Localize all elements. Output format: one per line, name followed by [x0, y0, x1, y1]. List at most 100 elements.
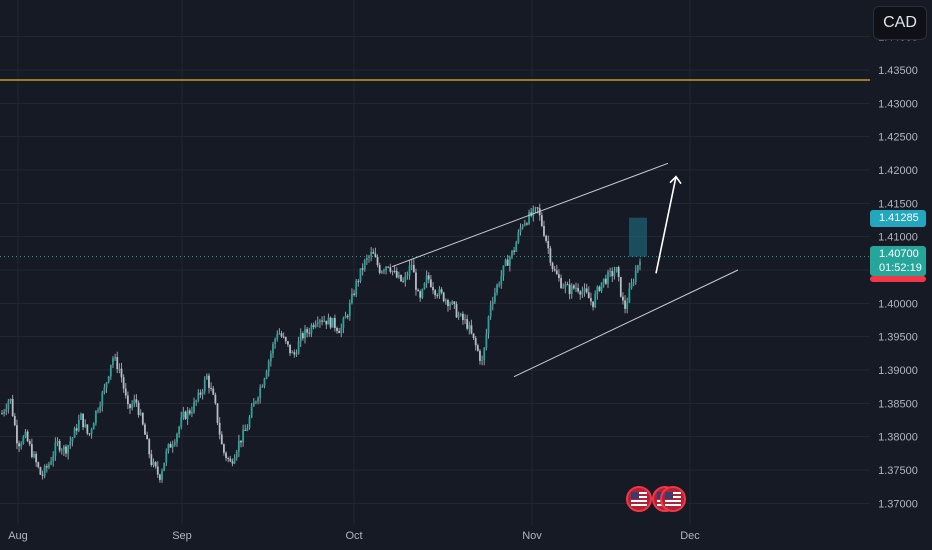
candle-body	[622, 296, 624, 301]
candle-body	[385, 266, 387, 271]
candle-body	[517, 232, 520, 243]
candle-body	[152, 462, 155, 465]
candle-body	[150, 454, 153, 465]
candle-body	[378, 264, 381, 273]
candle-body	[122, 377, 125, 389]
candle-body	[37, 462, 40, 468]
candle-body	[558, 274, 560, 279]
candle-body	[383, 270, 385, 272]
candle-body	[137, 402, 140, 415]
candle-body	[372, 252, 375, 254]
us-flag-event-icon[interactable]	[626, 486, 652, 512]
candle-body	[506, 259, 509, 266]
currency-badge[interactable]: CAD	[873, 6, 927, 40]
candle-body	[568, 284, 571, 295]
candle-body	[346, 315, 349, 317]
candle-body	[77, 419, 80, 431]
candle-body	[252, 402, 255, 407]
candle-body	[380, 271, 383, 273]
candle-body	[116, 357, 119, 370]
candle-body	[48, 464, 50, 468]
candle-body	[107, 376, 110, 383]
candle-body	[374, 253, 377, 258]
candle-body	[237, 440, 240, 452]
candle-body	[487, 316, 490, 334]
x-tick-label: Aug	[8, 530, 28, 542]
candle-body	[611, 270, 614, 277]
candle-body	[583, 288, 586, 292]
candle-body	[393, 270, 396, 272]
candle-body	[105, 382, 108, 388]
candle-body	[397, 274, 400, 278]
channel-upper-line	[391, 162, 669, 268]
candle-body	[528, 212, 530, 225]
candle-body	[325, 320, 328, 325]
candle-body	[246, 427, 249, 431]
candle-body	[272, 344, 274, 354]
candle-body	[191, 412, 193, 414]
us-flag-event-icon[interactable]	[660, 486, 686, 512]
candle-body	[120, 368, 123, 378]
candle-body	[536, 207, 539, 209]
candle-body	[577, 287, 580, 292]
candle-body	[208, 375, 210, 388]
candle-body	[154, 462, 157, 467]
candle-body	[387, 266, 390, 268]
candle-body	[240, 440, 242, 443]
candle-body	[494, 292, 496, 302]
candle-body	[90, 429, 93, 434]
candle-body	[54, 442, 57, 456]
candle-body	[67, 445, 70, 454]
candle-body	[284, 337, 287, 342]
candle-body	[16, 425, 18, 444]
candle-body	[58, 440, 61, 451]
candle-body	[3, 411, 6, 414]
candle-body	[404, 276, 407, 282]
candle-body	[342, 318, 345, 328]
bar-countdown-label: 01:52:19	[879, 262, 922, 274]
x-tick-label: Nov	[522, 530, 542, 542]
candle-body	[92, 423, 95, 430]
candle-body	[263, 378, 266, 387]
candle-body	[410, 264, 413, 266]
candle-body	[555, 270, 558, 275]
candle-body	[180, 417, 183, 428]
candle-body	[235, 451, 238, 459]
candle-body	[562, 287, 565, 289]
candle-body	[560, 278, 562, 289]
candle-body	[158, 474, 161, 480]
x-tick-label: Dec	[680, 530, 700, 542]
y-tick-label: 1.42500	[878, 132, 918, 144]
candle-body	[118, 368, 121, 370]
candle-body	[114, 357, 116, 359]
candle-body	[628, 288, 631, 303]
candle-body	[545, 235, 548, 241]
candle-body	[604, 278, 607, 284]
candle-body	[368, 256, 370, 258]
candle-body	[515, 242, 518, 252]
candle-body	[295, 354, 298, 356]
candle-body	[225, 452, 227, 458]
candle-body	[186, 410, 189, 420]
candle-body	[182, 411, 185, 418]
candle-body	[630, 282, 633, 289]
candle-body	[205, 375, 208, 380]
y-tick-label: 1.37000	[878, 498, 918, 510]
candle-body	[156, 466, 159, 475]
candle-body	[216, 403, 219, 423]
candle-body	[419, 291, 422, 298]
candle-body	[331, 317, 334, 328]
candle-body	[361, 268, 364, 270]
candle-body	[265, 371, 268, 379]
candle-body	[357, 280, 360, 282]
candle-body	[146, 434, 148, 440]
time-axis[interactable]: Aug Sep Oct Nov Dec	[8, 530, 700, 542]
candle-body	[534, 207, 537, 209]
candle-body	[451, 301, 454, 305]
candle-body	[82, 413, 84, 428]
candle-body	[88, 433, 91, 435]
candle-body	[210, 387, 213, 389]
candle-body	[69, 441, 72, 446]
candle-body	[195, 400, 198, 402]
